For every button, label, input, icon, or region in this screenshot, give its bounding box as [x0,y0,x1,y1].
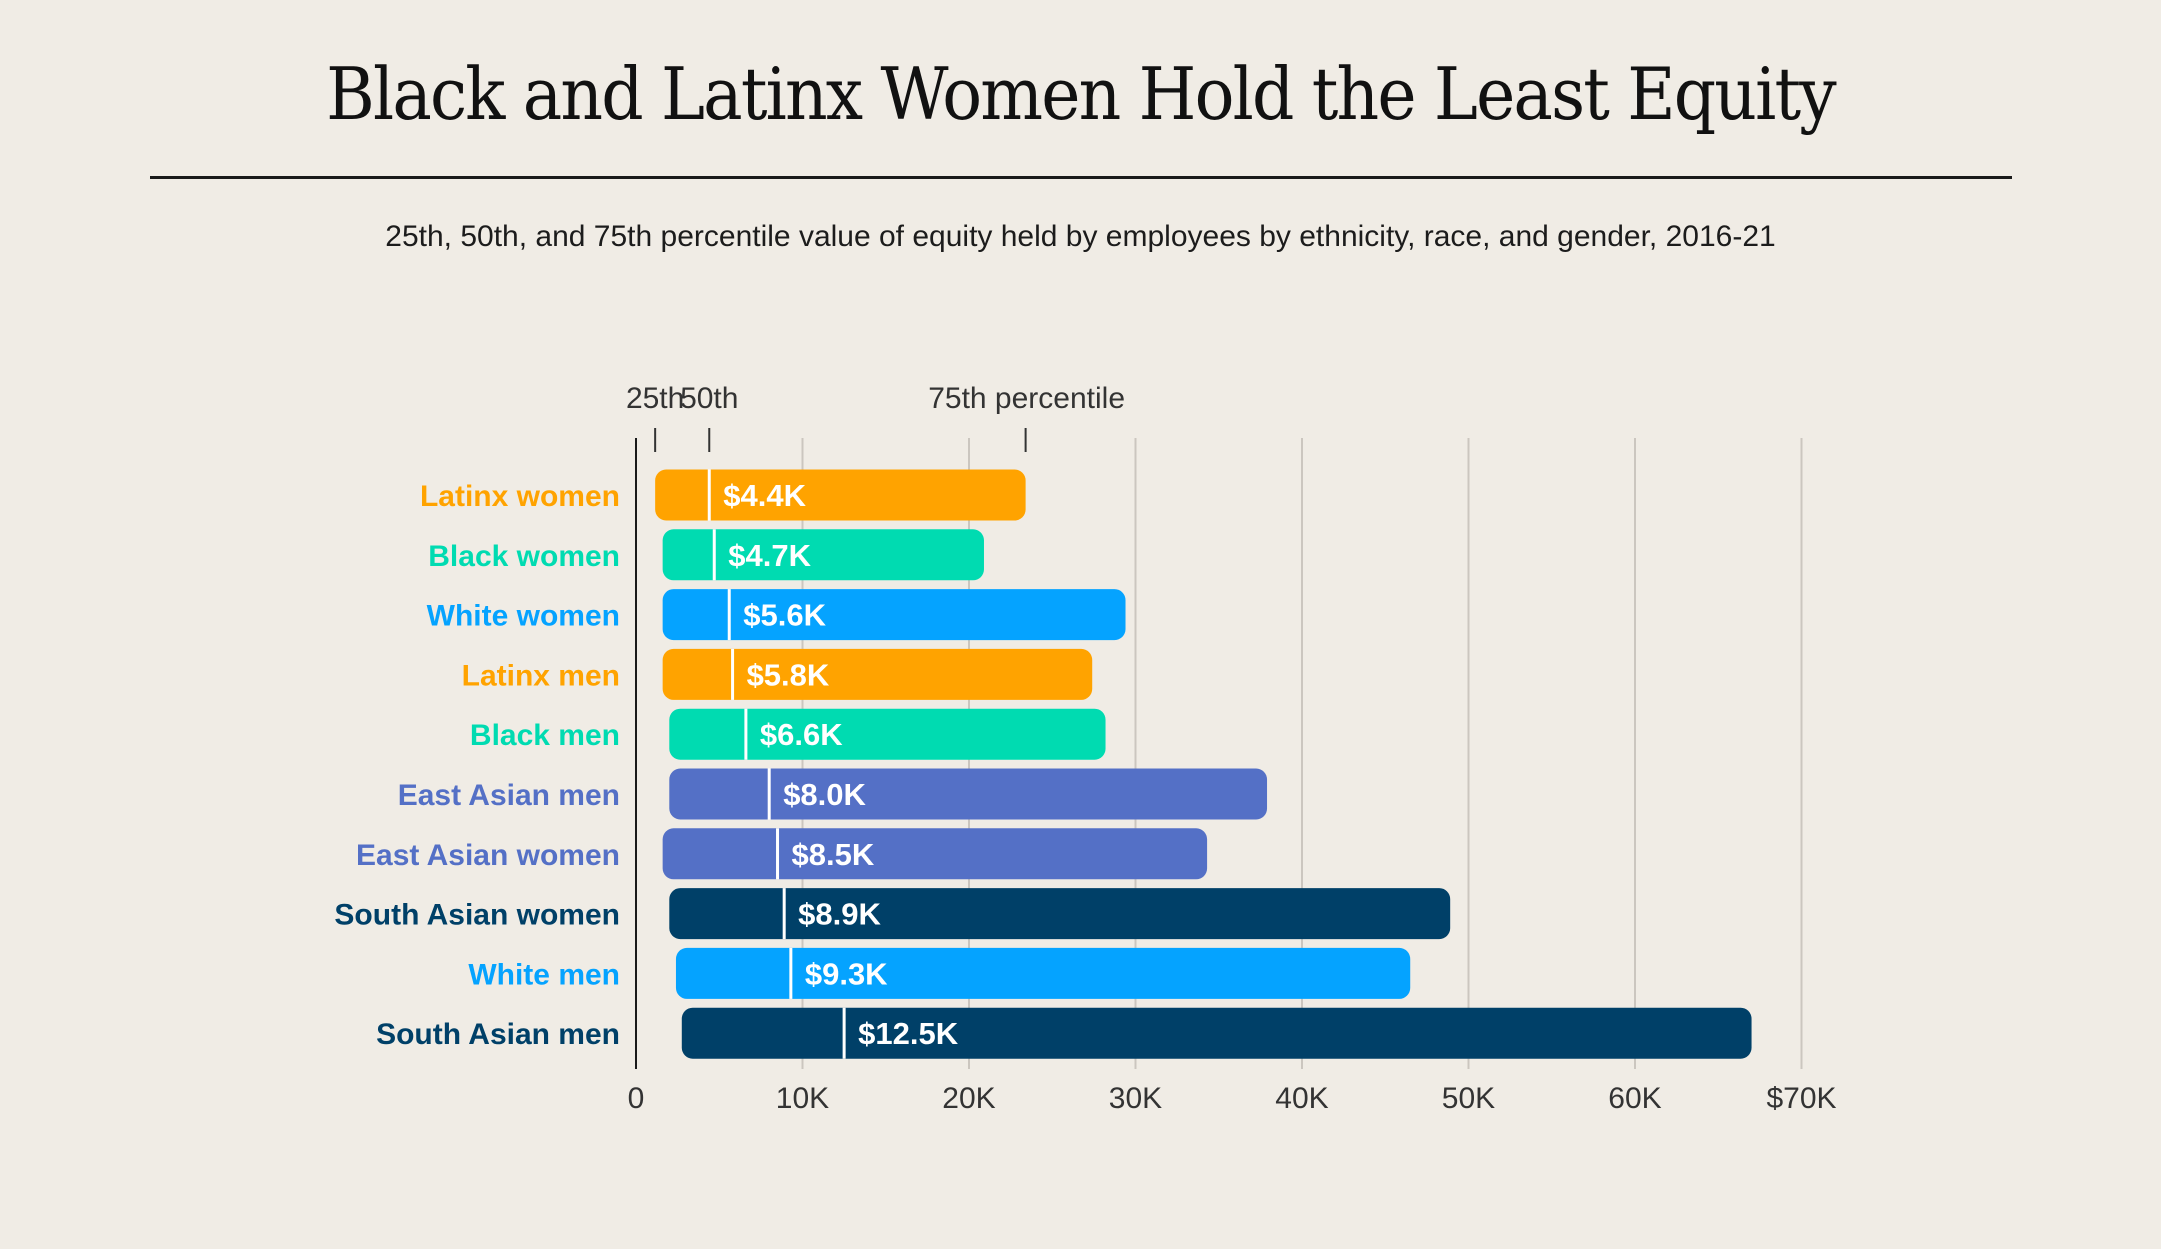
category-label: Latinx men [462,659,620,692]
median-value-label: $8.0K [783,777,866,812]
x-tick-label: 10K [776,1082,829,1115]
median-value-label: $8.9K [798,897,881,932]
median-marker [782,888,786,940]
category-label: Black women [428,540,620,573]
category-label: Latinx women [420,480,620,513]
category-label: South Asian men [376,1018,620,1051]
range-bar [669,888,1451,940]
percentile-key-label: 50th [680,382,738,415]
median-value-label: $12.5K [858,1016,959,1051]
median-value-label: $9.3K [805,956,888,991]
range-bar [662,828,1208,880]
percentile-key-label: 25th [626,382,684,415]
median-value-label: $4.4K [723,478,806,513]
range-bar [655,469,1026,521]
median-marker [842,1007,846,1059]
range-bar [669,708,1106,760]
category-label: South Asian women [334,899,620,932]
range-bar [662,648,1093,700]
range-bar [675,947,1411,999]
percentile-key-label: 75th percentile [928,382,1125,415]
range-bar [662,589,1126,641]
range-bar [681,1007,1752,1059]
median-marker [776,828,780,880]
chart-subtitle: 25th, 50th, and 75th percentile value of… [385,220,1776,253]
median-value-label: $4.7K [728,538,811,573]
category-label: White men [468,958,620,991]
x-tick-label: 50K [1442,1082,1495,1115]
chart-title: Black and Latinx Women Hold the Least Eq… [326,52,1837,136]
median-marker [731,648,735,700]
median-marker [712,529,716,581]
median-value-label: $5.6K [743,598,826,633]
category-label: East Asian men [398,779,620,812]
x-tick-label: 40K [1275,1082,1328,1115]
category-label: East Asian women [356,839,620,872]
median-marker [744,708,748,760]
category-label: White women [427,600,620,633]
x-tick-label: 20K [942,1082,995,1115]
x-tick-label: 0 [628,1082,645,1115]
median-marker [707,469,711,521]
category-label: Black men [470,719,620,752]
range-bar [662,529,984,581]
median-value-label: $5.8K [747,657,830,692]
median-marker [767,768,771,820]
x-tick-label: $70K [1766,1082,1836,1115]
median-marker [789,947,793,999]
title-divider [150,176,2012,179]
range-bar [669,768,1268,820]
median-value-label: $6.6K [760,717,843,752]
x-tick-label: 60K [1608,1082,1661,1115]
x-tick-label: 30K [1109,1082,1162,1115]
median-marker [727,589,731,641]
median-value-label: $8.5K [792,837,875,872]
